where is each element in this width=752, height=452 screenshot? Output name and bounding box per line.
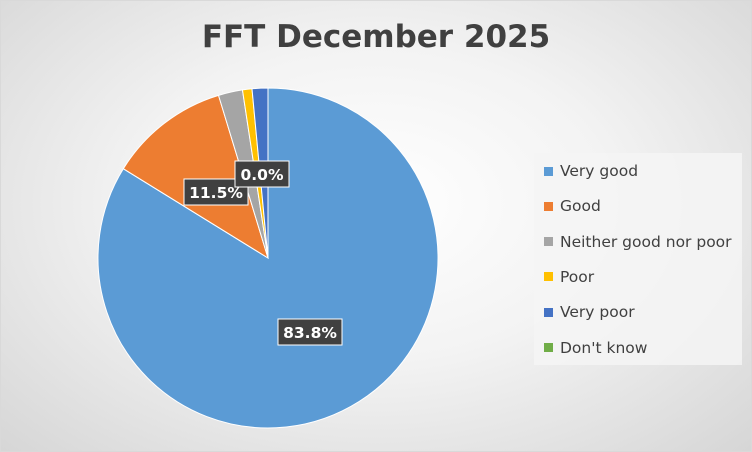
chart-title: FFT December 2025 <box>201 19 551 55</box>
legend-label: Very poor <box>560 303 635 322</box>
pie-slice-good <box>122 94 269 260</box>
svg-text:83.8%: 83.8% <box>283 324 337 342</box>
data-label-very-good: 83.8% <box>277 318 343 346</box>
legend-item-very-poor: Very poor <box>544 302 635 322</box>
legend-swatch <box>544 166 553 176</box>
legend-item-poor: Poor <box>544 267 594 287</box>
pie-data-labels: 83.8% 11.5%0.0% <box>183 160 343 346</box>
data-label-don-t-know: 0.0% <box>234 160 290 188</box>
legend-item-good: Good <box>544 196 601 216</box>
legend-swatch <box>544 307 553 317</box>
legend-item-very-good: Very good <box>544 161 638 181</box>
legend-label: Poor <box>560 267 595 286</box>
svg-text:11.5%: 11.5% <box>189 184 243 202</box>
legend-label: Neither good nor poor <box>560 232 732 251</box>
legend-label: Very good <box>560 162 639 180</box>
legend-swatch <box>544 201 553 211</box>
legend-swatch <box>544 343 553 352</box>
chart-legend: Very good Good Neither good nor poor Poor Ve… <box>534 153 742 365</box>
legend-label: Good <box>560 197 601 216</box>
pie-slices <box>97 87 439 429</box>
legend-swatch <box>544 237 553 247</box>
legend-item-don-t-know: Don't know <box>544 338 647 358</box>
legend-swatch <box>544 272 553 282</box>
svg-text:0.0%: 0.0% <box>241 166 284 184</box>
legend-label: Don't know <box>560 338 648 357</box>
legend-item-neither-good-nor-poor: Neither good nor poor <box>544 232 732 252</box>
